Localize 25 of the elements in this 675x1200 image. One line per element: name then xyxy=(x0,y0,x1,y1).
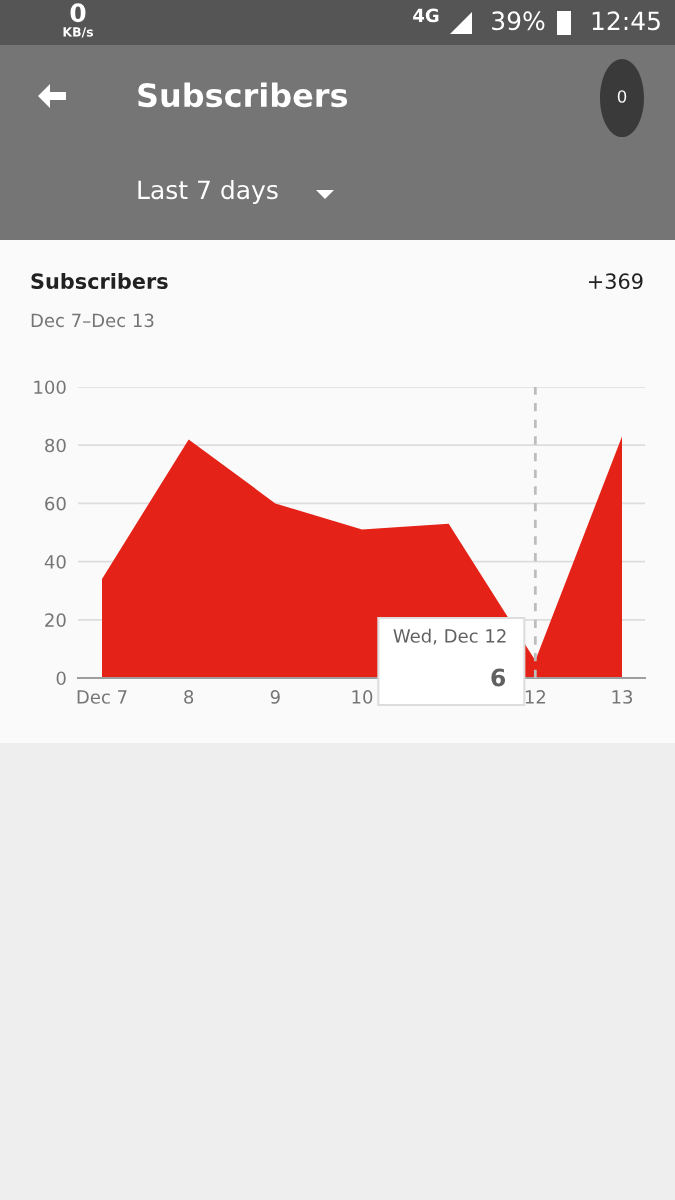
x-tick-label: 13 xyxy=(612,690,633,704)
y-tick-label: 100 xyxy=(34,380,66,395)
text: KB/s xyxy=(63,27,94,38)
y-tick-label: 60 xyxy=(45,496,66,511)
annotation: 6 xyxy=(491,668,506,687)
annotation: Wed, Dec 12 xyxy=(393,628,506,645)
text: Last 7 days xyxy=(138,179,278,205)
x-tick-label: 10 xyxy=(352,690,373,704)
chart-title: Subscribers xyxy=(31,272,168,290)
text: 12:45 xyxy=(592,11,660,31)
y-tick-label: 40 xyxy=(44,555,66,569)
x-tick-label: 12 xyxy=(525,690,546,704)
text: +369 xyxy=(588,273,643,290)
text: Subscribers xyxy=(138,82,348,108)
text: 0 xyxy=(617,90,627,103)
text: 4G xyxy=(413,8,439,23)
y-tick-label: 0 xyxy=(56,671,66,686)
text: 39% xyxy=(492,11,545,31)
text: 0 xyxy=(70,3,86,23)
x-tick-label: Dec 7 xyxy=(77,690,127,704)
x-tick-label: 9 xyxy=(270,690,280,704)
chart-subtitle: Dec 7–Dec 13 xyxy=(31,313,154,328)
y-tick-label: 80 xyxy=(45,438,66,453)
x-tick-label: 8 xyxy=(184,690,194,704)
y-tick-label: 20 xyxy=(45,613,66,627)
